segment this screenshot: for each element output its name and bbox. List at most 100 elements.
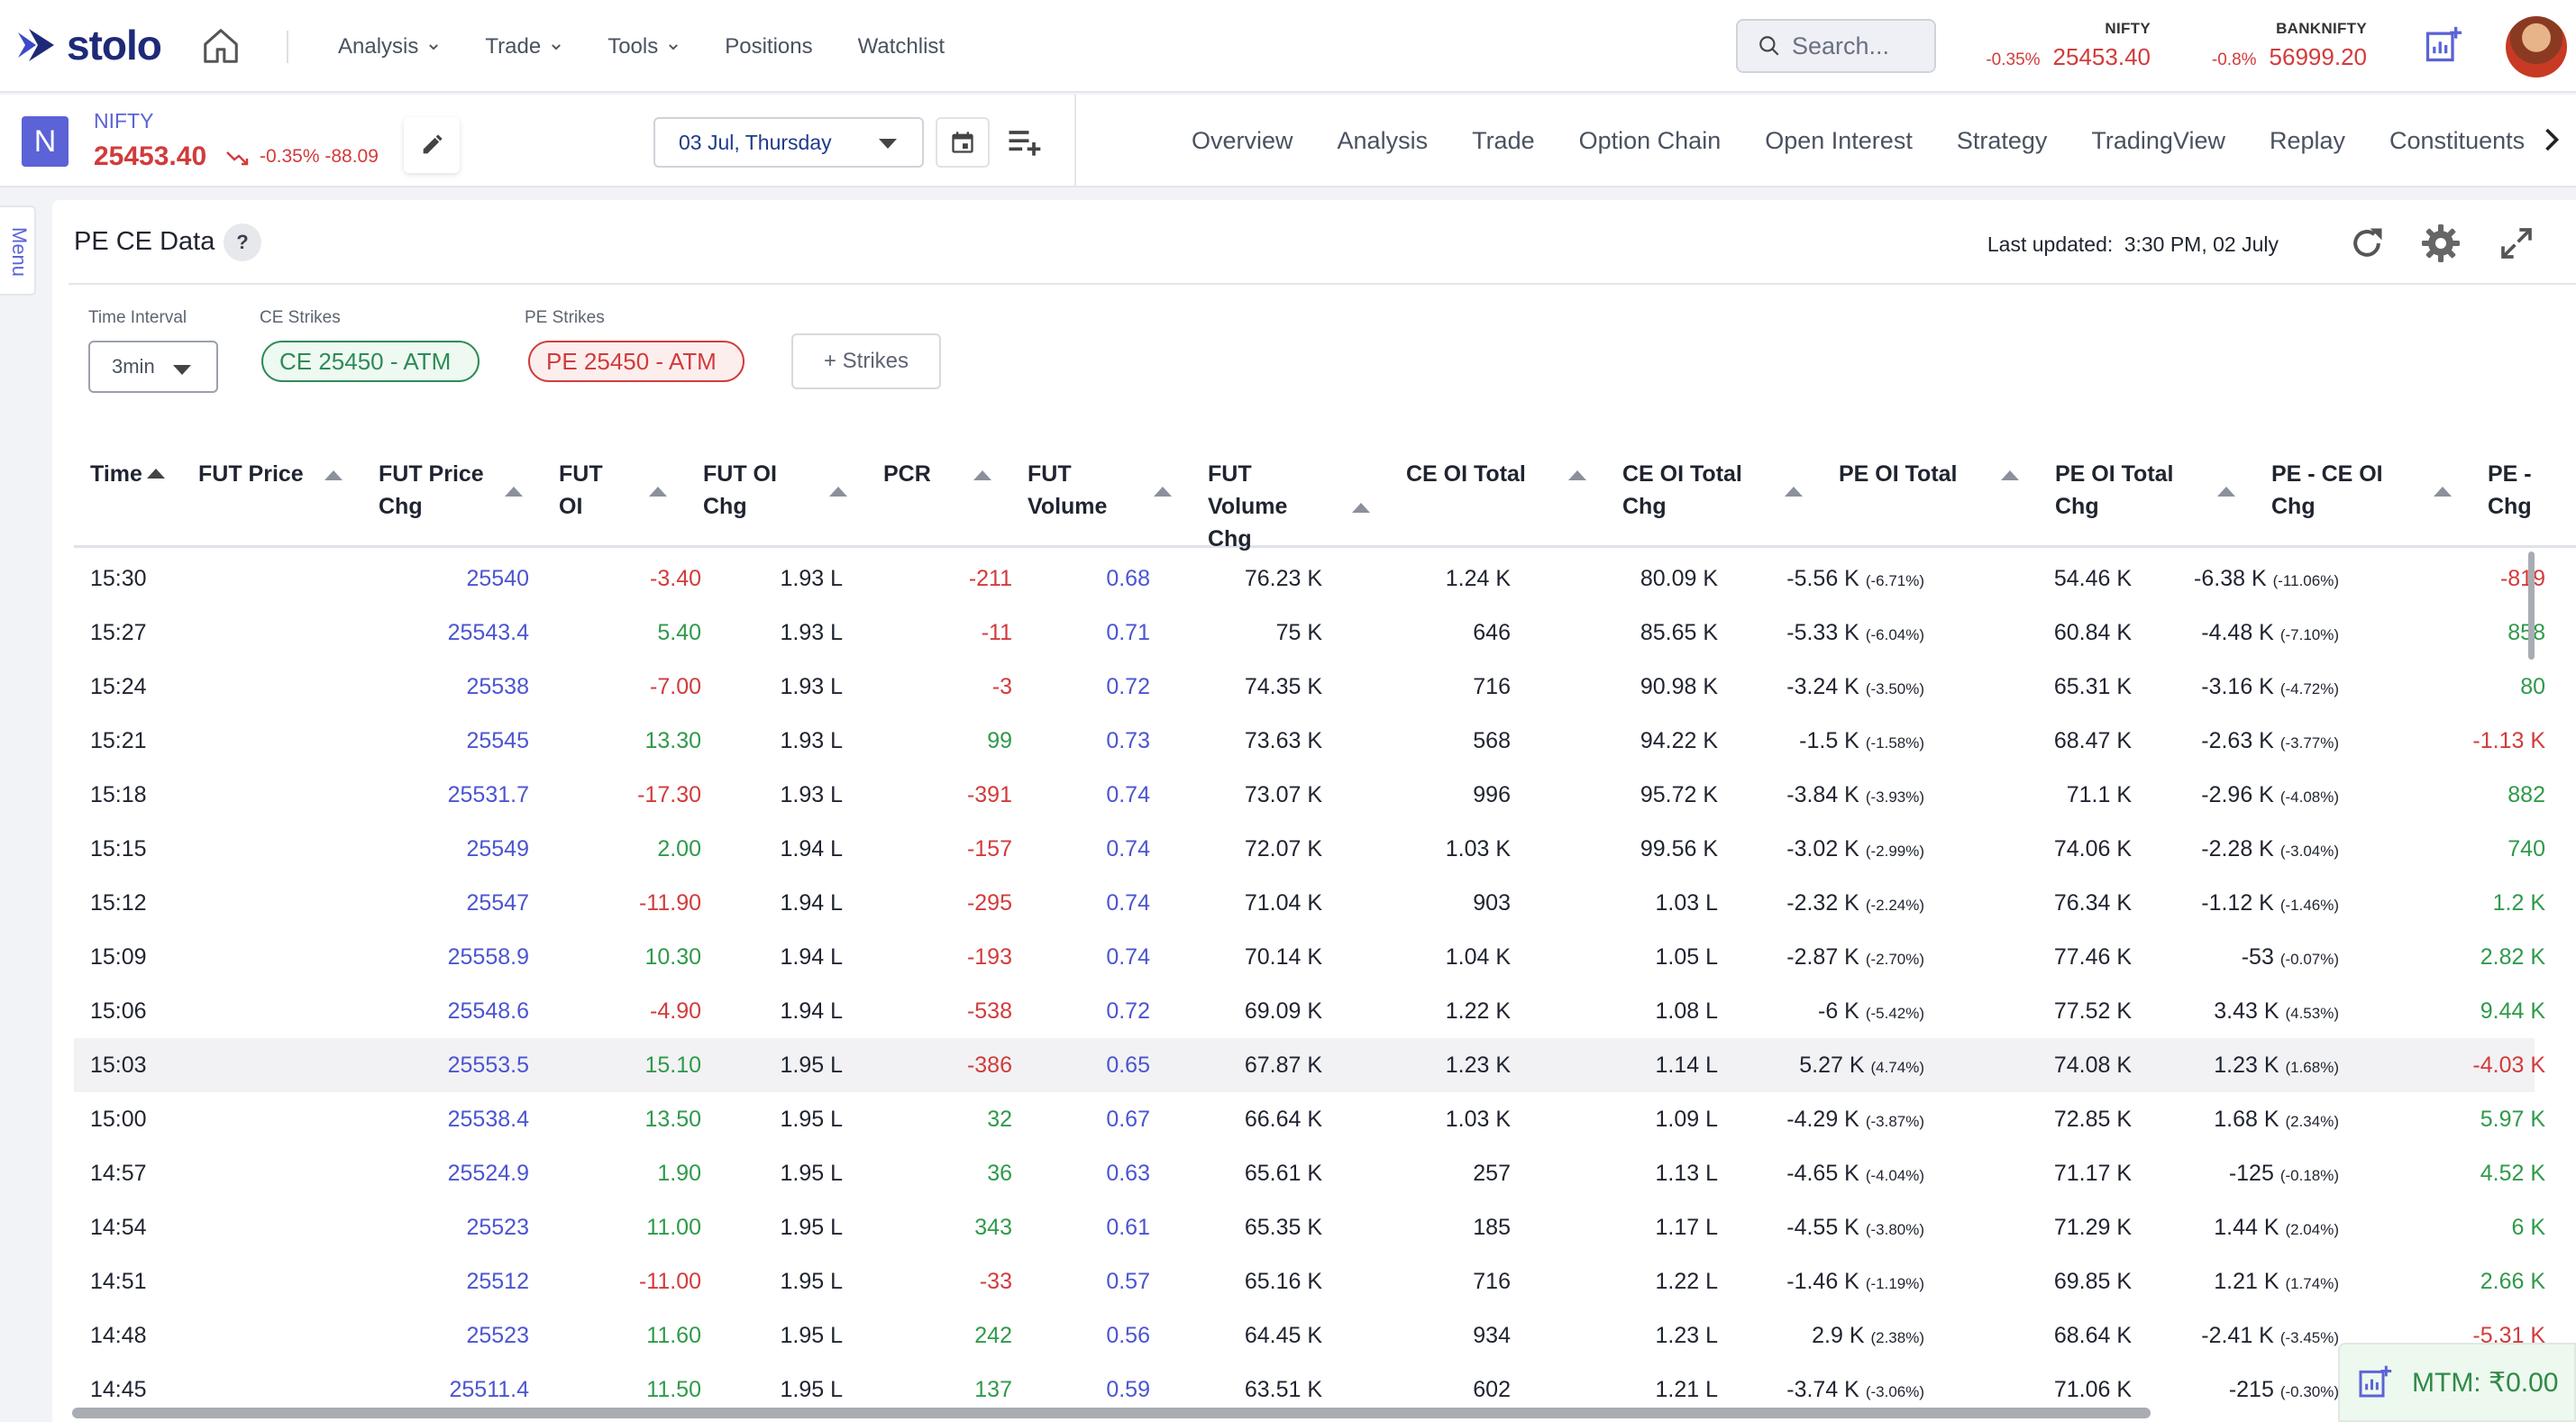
col-pe-ce-oi-chg[interactable]: PE - CE OI Chg xyxy=(2271,458,2407,523)
cell-pcr: 0.67 xyxy=(1106,1092,1150,1146)
cell-value: -3.02 K xyxy=(1786,836,1859,861)
refresh-icon[interactable] xyxy=(2347,223,2387,263)
cell-pe-oi-chg: 1.23 K (1.68%) xyxy=(2214,1038,2339,1092)
sort-icon[interactable] xyxy=(2217,487,2235,497)
table-row[interactable]: 15:00 25538.4 13.50 1.95 L 32 0.67 66.64 K 1.03… xyxy=(74,1092,2545,1146)
table-row[interactable]: 15:03 25553.5 15.10 1.95 L -386 0.65 67.87 K 1.… xyxy=(74,1038,2545,1092)
index-nifty[interactable]: NIFTY -0.35% 25453.40 xyxy=(1974,20,2151,71)
col-ce-oi-total-chg[interactable]: CE OI Total Chg xyxy=(1622,458,1785,523)
col-time-label: Time xyxy=(90,461,142,487)
sort-icon[interactable] xyxy=(1785,487,1803,497)
expiry-select[interactable]: 03 Jul, Thursday xyxy=(653,117,924,168)
sort-icon[interactable] xyxy=(973,470,991,480)
sort-icon[interactable] xyxy=(2001,470,2019,480)
sort-icon[interactable] xyxy=(829,487,847,497)
symbol-price: 25453.40 xyxy=(94,141,207,171)
sort-icon[interactable] xyxy=(1568,470,1586,480)
col-pe-chg[interactable]: PE - Chg xyxy=(2488,458,2542,523)
tab-tradingview[interactable]: TradingView xyxy=(2091,127,2225,154)
help-icon[interactable]: ? xyxy=(224,223,261,261)
table-row[interactable]: 15:30 25540 -3.40 1.93 L -211 0.68 76.23 K 1.24… xyxy=(74,551,2545,606)
cell-value: 25523 xyxy=(466,1215,529,1240)
vertical-scrollbar[interactable] xyxy=(2528,551,2535,660)
cell-percent: (-2.24%) xyxy=(1865,897,1924,914)
chevron-right-icon[interactable] xyxy=(2542,126,2562,153)
cell-value: 90.98 K xyxy=(1640,674,1718,699)
table-row[interactable]: 14:54 25523 11.00 1.95 L 343 0.61 65.35 K 185 1.… xyxy=(74,1200,2545,1254)
tab-replay[interactable]: Replay xyxy=(2269,127,2346,154)
table-row[interactable]: 15:06 25548.6 -4.90 1.94 L -538 0.72 69.09 K 1.… xyxy=(74,984,2545,1038)
index-change: -0.35% xyxy=(1986,50,2041,69)
calendar-button[interactable] xyxy=(936,117,990,168)
sort-icon[interactable] xyxy=(505,487,523,497)
sort-icon[interactable] xyxy=(649,487,667,497)
mtm-widget[interactable]: MTM: ₹0.00 xyxy=(2338,1343,2576,1422)
table-row[interactable]: 15:24 25538 -7.00 1.93 L -3 0.72 74.35 K 716 90.… xyxy=(74,660,2545,714)
col-ce-oi-total[interactable]: CE OI Total xyxy=(1406,458,1586,490)
tab-strategy[interactable]: Strategy xyxy=(1956,127,2048,154)
horizontal-scrollbar[interactable] xyxy=(72,1408,2151,1418)
tab-analysis[interactable]: Analysis xyxy=(1337,127,1429,154)
tab-constituents[interactable]: Constituents xyxy=(2389,127,2526,154)
tab-option-chain[interactable]: Option Chain xyxy=(1578,127,1722,154)
cell-value: -819 xyxy=(2499,566,2545,591)
user-avatar[interactable] xyxy=(2506,16,2567,77)
symbol-badge[interactable]: N xyxy=(22,116,69,167)
sort-icon[interactable] xyxy=(2434,487,2452,497)
symbol-name[interactable]: NIFTY xyxy=(94,109,154,132)
nav-tools[interactable]: Tools xyxy=(607,34,680,59)
table-row[interactable]: 15:21 25545 13.30 1.93 L 99 0.73 73.63 K 568 94.… xyxy=(74,714,2545,768)
table-row[interactable]: 15:27 25543.4 5.40 1.93 L -11 0.71 75 K 646 85.6… xyxy=(74,606,2545,660)
search-box[interactable] xyxy=(1736,19,1936,73)
col-fut-price[interactable]: FUT Price xyxy=(198,458,324,490)
cell-value: 65.35 K xyxy=(1244,1215,1322,1240)
add-chart-icon[interactable] xyxy=(2423,25,2462,65)
playlist-add-icon[interactable] xyxy=(1004,123,1044,162)
col-fut-oi-chg[interactable]: FUT OI Chg xyxy=(703,458,793,523)
edit-symbol-button[interactable] xyxy=(404,117,460,173)
nav-watchlist[interactable]: Watchlist xyxy=(858,34,945,59)
table-row[interactable]: 14:51 25512 -11.00 1.95 L -33 0.57 65.16 K 716 1… xyxy=(74,1254,2545,1308)
index-name: NIFTY xyxy=(2105,20,2151,37)
table-row[interactable]: 14:57 25524.9 1.90 1.95 L 36 0.63 65.61 K 257 1.… xyxy=(74,1146,2545,1200)
table-row[interactable]: 15:12 25547 -11.90 1.94 L -295 0.74 71.04 K 903… xyxy=(74,876,2545,930)
chevron-down-icon xyxy=(669,43,679,50)
sort-icon[interactable] xyxy=(1154,487,1172,497)
tab-overview[interactable]: Overview xyxy=(1192,127,1293,154)
gear-icon[interactable] xyxy=(2419,222,2462,265)
table-row[interactable]: 14:45 25511.4 11.50 1.95 L 137 0.59 63.51 K 602… xyxy=(74,1363,2535,1417)
sort-icon[interactable] xyxy=(1352,503,1370,513)
nav-positions[interactable]: Positions xyxy=(725,34,812,59)
tab-open-interest[interactable]: Open Interest xyxy=(1765,127,1913,154)
sort-asc-icon[interactable] xyxy=(147,469,165,479)
ce-strike-chip[interactable]: CE 25450 - ATM xyxy=(261,341,480,382)
cell-value: 95.72 K xyxy=(1640,782,1718,807)
col-pe-oi-total[interactable]: PE OI Total xyxy=(1839,458,2019,490)
table-row[interactable]: 15:15 25549 2.00 1.94 L -157 0.74 72.07 K 1.03 … xyxy=(74,822,2545,876)
col-fut-volume-chg[interactable]: FUT Volume Chg xyxy=(1208,458,1298,555)
col-pcr[interactable]: PCR xyxy=(883,458,955,490)
index-banknifty[interactable]: BANKNIFTY -0.8% 56999.20 xyxy=(2190,20,2367,71)
cell-ce-oi-total: 1.03 L xyxy=(1655,876,1718,930)
side-menu-toggle[interactable]: Menu xyxy=(0,205,36,296)
pe-strike-chip[interactable]: PE 25450 - ATM xyxy=(528,341,744,382)
home-icon[interactable] xyxy=(200,25,242,67)
logo[interactable]: stolo xyxy=(16,20,162,70)
search-input[interactable] xyxy=(1792,32,1927,60)
cell-value: 80.09 K xyxy=(1640,566,1718,591)
time-interval-select[interactable]: 3min xyxy=(88,341,218,393)
col-fut-volume[interactable]: FUT Volume xyxy=(1028,458,1118,523)
add-strikes-button[interactable]: + Strikes xyxy=(791,333,941,389)
nav-trade[interactable]: Trade xyxy=(485,34,562,59)
col-fut-oi[interactable]: FUT OI xyxy=(559,458,613,523)
col-time[interactable]: Time xyxy=(90,458,153,490)
table-row[interactable]: 15:18 25531.7 -17.30 1.93 L -391 0.74 73.07 K 9… xyxy=(74,768,2545,822)
tab-trade[interactable]: Trade xyxy=(1472,127,1535,154)
table-row[interactable]: 14:48 25523 11.60 1.95 L 242 0.56 64.45 K 934 1.… xyxy=(74,1308,2545,1363)
col-pe-oi-total-chg[interactable]: PE OI Total Chg xyxy=(2055,458,2199,523)
nav-analysis[interactable]: Analysis xyxy=(338,34,440,59)
sort-icon[interactable] xyxy=(324,470,343,480)
table-row[interactable]: 15:09 25558.9 10.30 1.94 L -193 0.74 70.14 K 1.… xyxy=(74,930,2545,984)
col-fut-price-chg[interactable]: FUT Price Chg xyxy=(379,458,505,523)
expand-icon[interactable] xyxy=(2498,225,2535,261)
